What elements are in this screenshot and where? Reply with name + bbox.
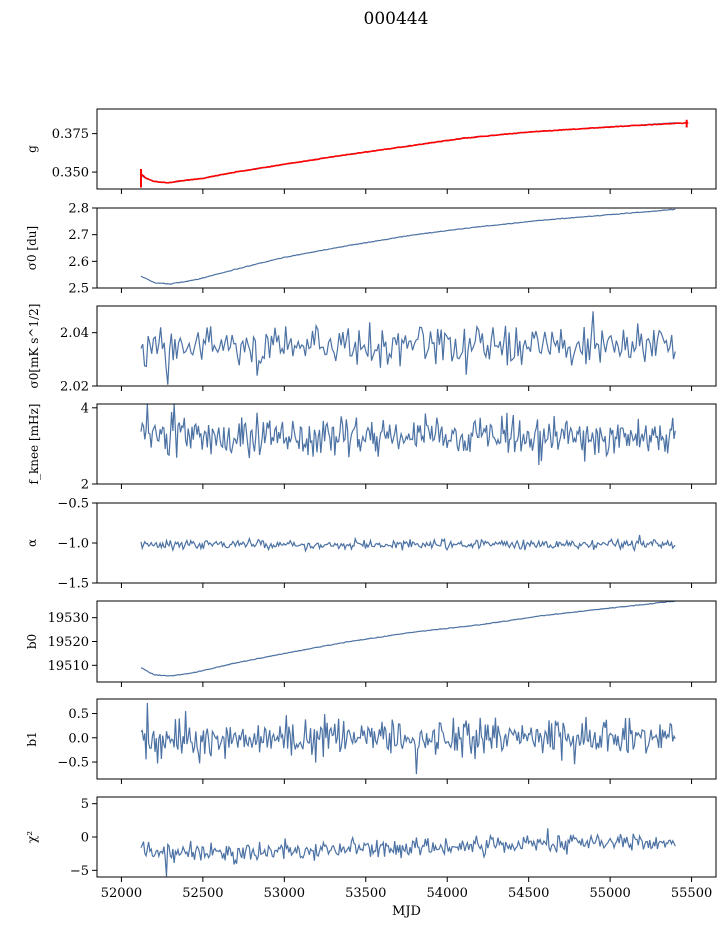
y-tick-label: −0.5 [57, 756, 89, 771]
panel-4: 2 4 f_knee [mHz] [27, 401, 717, 493]
x-axis-label: MJD [392, 904, 421, 919]
y-tick-label: 2 [81, 478, 89, 493]
panel-2: 2.5 2.6 2.7 2.8 σ0 [du] [25, 202, 717, 297]
y-tick-label: 2.8 [68, 202, 89, 217]
x-tick-label: 55000 [589, 886, 630, 901]
panel-6: 19510 19520 19530 b0 [25, 600, 717, 687]
y-tick-label: 19510 [48, 659, 89, 674]
y-axis-label: σ0 [du] [25, 226, 39, 270]
y-tick-label: −1.0 [57, 537, 89, 552]
y-axis-label: χ² [25, 831, 39, 843]
y-tick-label: 2.7 [68, 228, 89, 243]
x-tick-label: 53500 [345, 886, 386, 901]
y-tick-label: 0.5 [68, 707, 89, 722]
y-tick-label: 2.04 [60, 326, 89, 341]
y-axis-label: σ0[mK s^1/2] [27, 304, 41, 389]
series-line [140, 534, 676, 553]
axes-frame [96, 403, 717, 485]
fit-line [140, 121, 689, 184]
panel-8: −5 0 5 χ² 52000 52500 53000 53500 54000 54500 5500… [25, 796, 717, 919]
y-axis-label: g [25, 145, 39, 153]
panel-7: −0.5 0.0 0.5 b1 [25, 698, 717, 784]
y-tick-label: 0.375 [52, 127, 89, 142]
series-line [140, 702, 676, 775]
series-line [140, 311, 676, 385]
figure-title: 000444 [364, 9, 429, 29]
axes-frame [96, 600, 717, 683]
x-tick-label: 53000 [264, 886, 305, 901]
y-tick-label: 4 [81, 401, 89, 416]
panel-1: 0.350 0.375 g [25, 108, 717, 194]
axes-frame [96, 305, 717, 387]
series-line [140, 828, 676, 877]
x-tick-label: 54500 [508, 886, 549, 901]
y-tick-label: −0.5 [57, 497, 89, 512]
axes-frame [96, 207, 717, 289]
y-axis-label: b1 [25, 731, 39, 746]
y-tick-label: 5 [81, 797, 89, 812]
y-tick-label: 0.0 [68, 731, 89, 746]
axes-frame [96, 796, 717, 878]
y-tick-label: 19520 [48, 635, 89, 650]
y-tick-label: 2.5 [68, 282, 89, 297]
y-axis-label: α [25, 539, 39, 547]
x-tick-label: 54000 [427, 886, 468, 901]
y-tick-label: −1.5 [57, 577, 89, 592]
y-tick-label: −5 [70, 864, 89, 879]
y-axis-label: f_knee [mHz] [27, 404, 41, 485]
series-line [140, 601, 676, 677]
y-tick-label: 2.6 [68, 255, 89, 270]
panel-5: −1.5 −1.0 −0.5 α [25, 497, 717, 592]
series-line [140, 208, 676, 285]
y-tick-label: 0 [81, 831, 89, 846]
y-tick-label: 0.350 [52, 166, 89, 181]
y-tick-label: 19530 [48, 611, 89, 626]
x-tick-label: 52500 [182, 886, 223, 901]
x-tick-label: 52000 [101, 886, 142, 901]
y-tick-label: 2.02 [60, 380, 89, 395]
series-line [140, 404, 676, 465]
axes-frame [96, 698, 717, 780]
y-axis-label: b0 [25, 634, 39, 649]
axes-frame [96, 108, 717, 190]
x-tick-label: 55500 [671, 886, 712, 901]
panel-3: 2.02 2.04 σ0[mK s^1/2] [27, 304, 717, 395]
